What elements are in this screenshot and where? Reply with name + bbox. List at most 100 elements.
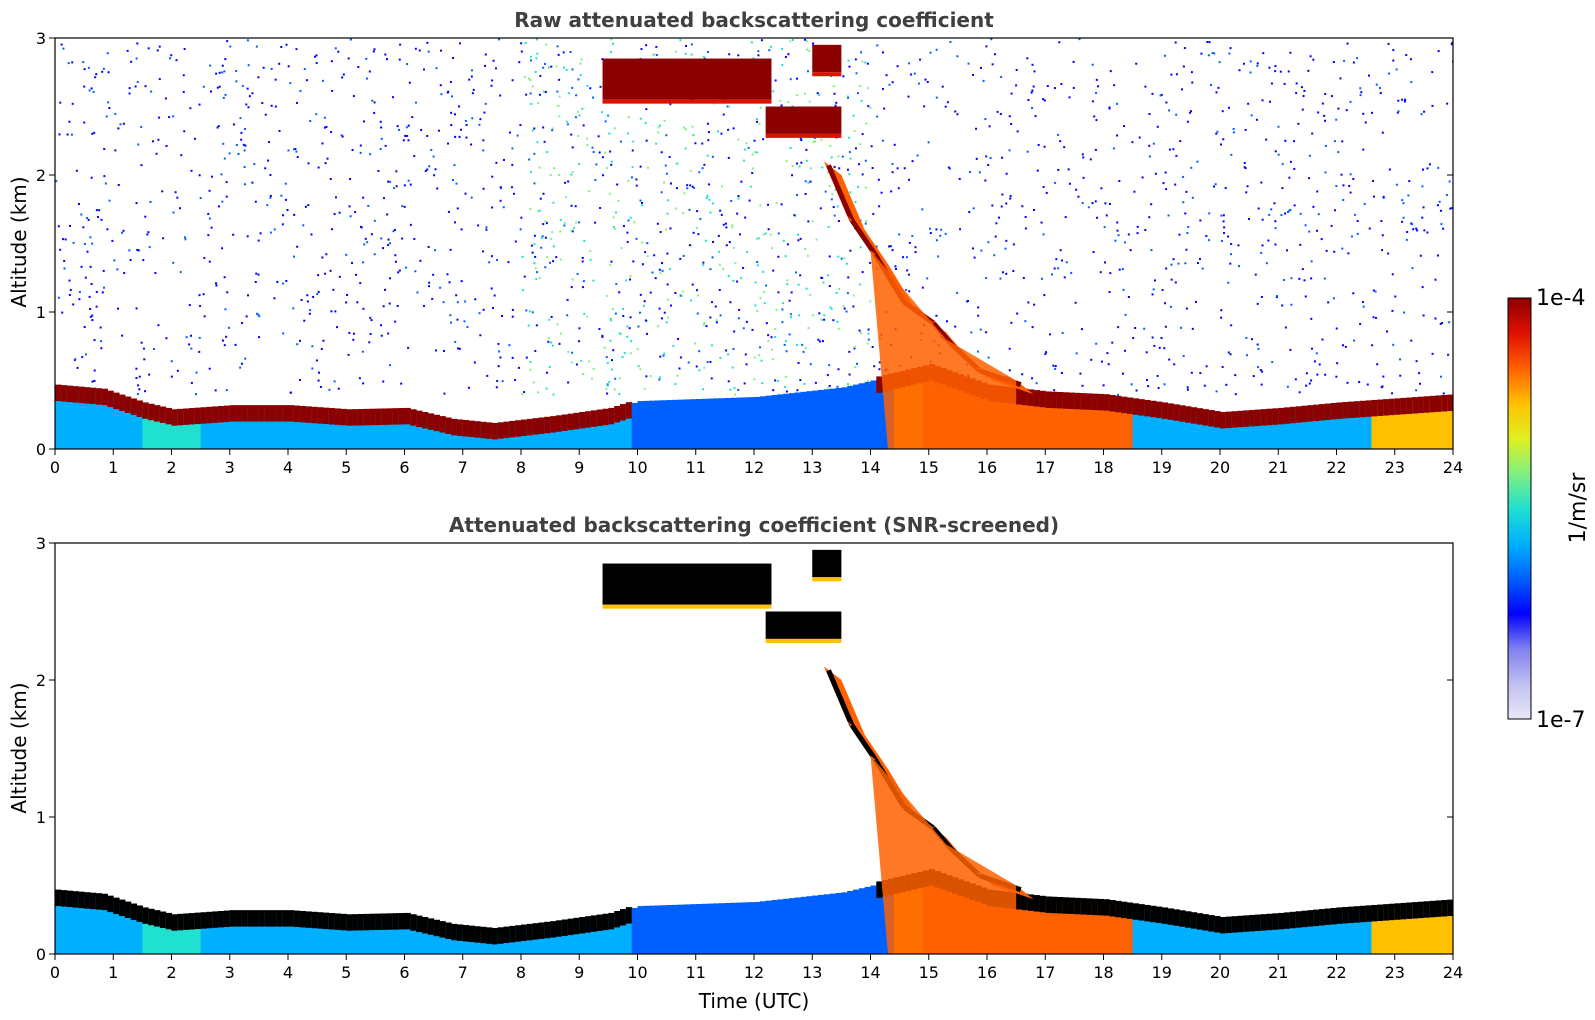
noise-cell bbox=[979, 328, 982, 331]
noise-cell bbox=[474, 298, 477, 301]
noise-cell bbox=[1271, 361, 1274, 364]
noise-cell bbox=[559, 258, 562, 261]
noise-cell bbox=[845, 262, 848, 265]
noise-cell bbox=[430, 148, 433, 151]
noise-cell bbox=[578, 221, 581, 224]
aerosol-layer-top-cell bbox=[608, 407, 615, 425]
noise-cell bbox=[885, 74, 888, 77]
boundary-layer-cell bbox=[544, 924, 551, 954]
noise-cell bbox=[170, 375, 173, 378]
noise-cell bbox=[1010, 92, 1013, 95]
noise-cell bbox=[1113, 84, 1116, 87]
aerosol-layer-top-cell bbox=[614, 910, 621, 928]
noise-cell bbox=[804, 38, 807, 41]
noise-cell bbox=[854, 366, 857, 369]
noise-cell bbox=[571, 146, 574, 149]
noise-cell bbox=[93, 131, 96, 134]
noise-cell bbox=[1031, 63, 1034, 66]
boundary-layer-cell bbox=[1045, 394, 1052, 449]
noise-cell bbox=[742, 266, 745, 269]
noise-cell bbox=[1150, 249, 1153, 252]
noise-cell bbox=[413, 237, 416, 240]
noise-cell bbox=[1185, 248, 1188, 251]
noise-cell bbox=[337, 387, 340, 390]
noise-cell bbox=[911, 235, 914, 238]
noise-cell bbox=[1290, 303, 1293, 306]
noise-cell bbox=[751, 172, 754, 175]
noise-cell bbox=[666, 212, 669, 215]
boundary-layer-cell bbox=[649, 905, 656, 954]
noise-cell bbox=[692, 133, 695, 136]
aerosol-layer-top-cell bbox=[1359, 400, 1367, 418]
noise-cell bbox=[536, 52, 539, 55]
noise-cell bbox=[582, 124, 585, 127]
aerosol-layer-top-cell bbox=[579, 412, 586, 429]
noise-cell bbox=[537, 391, 540, 394]
noise-cell bbox=[571, 278, 574, 281]
noise-cell bbox=[471, 92, 474, 95]
aerosol-layer-top-cell bbox=[1330, 402, 1337, 420]
noise-cell bbox=[257, 273, 260, 276]
boundary-layer-cell bbox=[794, 392, 802, 449]
noise-cell bbox=[956, 113, 959, 116]
boundary-layer-cell bbox=[1324, 911, 1332, 954]
noise-cell bbox=[1364, 121, 1367, 124]
noise-cell bbox=[384, 288, 387, 291]
noise-cell bbox=[848, 373, 851, 376]
cloud-layer bbox=[765, 106, 842, 134]
noise-cell bbox=[453, 113, 456, 116]
noise-cell bbox=[1335, 327, 1338, 330]
noise-cell bbox=[1256, 64, 1259, 67]
noise-cell bbox=[1148, 144, 1151, 147]
noise-cell bbox=[860, 99, 863, 102]
noise-cell bbox=[409, 223, 412, 226]
aerosol-layer-top-cell bbox=[1336, 907, 1343, 924]
noise-cell bbox=[295, 101, 298, 104]
noise-cell bbox=[642, 304, 645, 307]
noise-cell bbox=[523, 391, 526, 394]
noise-cell bbox=[805, 40, 808, 43]
noise-cell bbox=[668, 155, 671, 158]
aerosol-layer-top-cell bbox=[1039, 390, 1046, 408]
noise-cell bbox=[865, 122, 868, 125]
boundary-layer-cell bbox=[107, 898, 114, 954]
noise-cell bbox=[1009, 197, 1012, 200]
noise-cell bbox=[1302, 95, 1305, 98]
noise-cell bbox=[296, 245, 299, 248]
noise-cell bbox=[1063, 146, 1066, 149]
aerosol-layer-top-cell bbox=[1115, 395, 1122, 413]
noise-cell bbox=[1404, 98, 1407, 101]
boundary-layer-cell bbox=[812, 895, 819, 954]
noise-cell bbox=[1362, 305, 1365, 308]
noise-cell bbox=[98, 209, 101, 212]
noise-cell bbox=[382, 380, 385, 383]
noise-cell bbox=[797, 239, 800, 242]
noise-cell bbox=[984, 179, 987, 182]
noise-cell bbox=[701, 142, 704, 145]
noise-cell bbox=[1378, 86, 1381, 89]
aerosol-layer-top-cell bbox=[456, 419, 464, 436]
boundary-layer-cell bbox=[1254, 917, 1262, 954]
noise-cell bbox=[1371, 111, 1374, 114]
noise-cell bbox=[581, 260, 584, 263]
noise-cell bbox=[1287, 210, 1290, 213]
x-tick-label: 14 bbox=[860, 963, 880, 982]
noise-cell bbox=[362, 261, 365, 264]
noise-cell bbox=[447, 90, 450, 93]
noise-cell bbox=[499, 356, 502, 359]
boundary-layer-cell bbox=[282, 407, 289, 449]
boundary-layer-cell bbox=[754, 396, 761, 449]
noise-cell bbox=[1091, 100, 1094, 103]
noise-cell bbox=[1262, 52, 1265, 55]
noise-cell bbox=[214, 389, 217, 392]
noise-cell bbox=[657, 325, 660, 328]
aerosol-layer-top-cell bbox=[1138, 904, 1145, 921]
noise-cell bbox=[345, 301, 348, 304]
noise-cell bbox=[856, 362, 859, 365]
noise-cell bbox=[479, 118, 482, 121]
boundary-layer-cell bbox=[392, 410, 400, 449]
noise-cell bbox=[1094, 200, 1097, 203]
noise-cell bbox=[1009, 195, 1012, 198]
noise-cell bbox=[357, 66, 360, 69]
noise-cell bbox=[492, 306, 495, 309]
